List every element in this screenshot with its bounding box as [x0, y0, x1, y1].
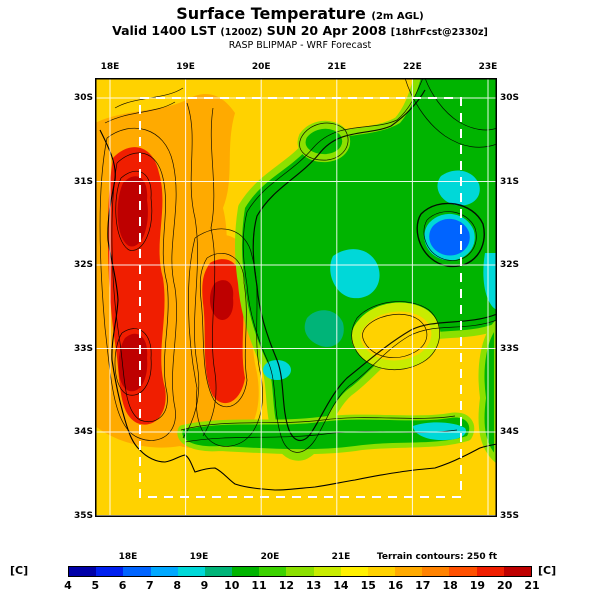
cyan-spot-south-center: [263, 360, 291, 380]
colorbar-unit-right: [C]: [538, 564, 557, 577]
lon-label-top: 20E: [251, 62, 271, 72]
valid-time: Valid 1400 LST: [112, 23, 217, 39]
colorbar-tick: 13: [305, 579, 322, 592]
header: Surface Temperature (2m AGL) Valid 1400 …: [0, 4, 600, 52]
colorbar-segment: [503, 567, 531, 576]
colorbar-tick: 8: [173, 579, 181, 592]
lat-label-left: 32S: [73, 260, 93, 270]
colorbar-tick: 7: [146, 579, 154, 592]
colorbar-segment: [286, 567, 314, 576]
colorbar-tick: 4: [64, 579, 72, 592]
lat-label-right: 31S: [500, 176, 520, 187]
green-region-right-edge: [478, 318, 497, 464]
plot-title: Surface Temperature: [176, 4, 366, 23]
dark-red-tongue-core: [210, 280, 234, 320]
colorbar-tick: 15: [360, 579, 376, 592]
lon-label-bottom: 20E: [260, 552, 280, 562]
title-line: Surface Temperature (2m AGL): [0, 4, 600, 23]
valid-forecast: [18hrFcst@2330z]: [390, 27, 488, 39]
cyan-strip-right-edge: [483, 253, 497, 310]
colorbar-segment: [259, 567, 287, 576]
lon-label-bottom: 21E: [331, 552, 351, 562]
valid-date: SUN 20 Apr 2008: [266, 23, 387, 39]
coastline: [99, 129, 497, 491]
lat-label-right: 32S: [500, 260, 520, 270]
colorbar-unit-left: [C]: [10, 564, 29, 577]
colorbar-tick: 14: [333, 579, 349, 592]
lat-label-left: 31S: [73, 176, 93, 187]
cyan-pocket-center: [330, 249, 380, 299]
map-border: [95, 78, 497, 517]
yellow-pocket: [351, 302, 441, 370]
temperature-map: [95, 78, 497, 517]
colorbar-segment: [177, 567, 205, 576]
colorbar-segment: [340, 567, 368, 576]
temperature-fill-regions: [95, 78, 497, 517]
green-region-south: [182, 417, 470, 450]
colorbar-tick: 12: [278, 579, 294, 592]
colorbar-tick: 18: [442, 579, 458, 592]
colorbar-segment: [395, 567, 423, 576]
lat-label-left: 30S: [73, 93, 93, 103]
lon-label-bottom: 18E: [118, 552, 138, 562]
colorbar-segment: [150, 567, 178, 576]
colorbar-tick: 17: [415, 579, 431, 592]
colorbar-tick: 10: [224, 579, 240, 592]
lat-label-right: 35S: [500, 510, 520, 521]
colorbar: [68, 566, 532, 577]
colorbar-segment: [313, 567, 341, 576]
model-domain-boundary: [139, 97, 462, 498]
colorbar-segment: [204, 567, 233, 576]
colorbar-segment: [449, 567, 477, 576]
green-patch-top: [297, 120, 351, 163]
colorbar-segment: [476, 567, 504, 576]
lat-label-right: 30S: [500, 93, 520, 103]
colorbar-tick: 11: [251, 579, 267, 592]
plot-title-suffix: (2m AGL): [371, 11, 424, 22]
lon-label-bottom: 19E: [189, 552, 209, 562]
colorbar-segment: [367, 567, 396, 576]
lon-label-top: 19E: [176, 62, 195, 72]
dark-red-core-1: [117, 176, 148, 247]
lat-label-right: 33S: [500, 343, 520, 354]
lon-label-top: 21E: [327, 62, 347, 72]
dark-red-core-2: [118, 333, 148, 392]
blue-core: [429, 218, 470, 256]
lon-label-top: 22E: [403, 62, 422, 72]
cyan-segment-south: [413, 422, 467, 441]
colorbar-segment: [232, 567, 260, 576]
terrain-note: Terrain contours: 250 ft: [376, 552, 497, 562]
colorbar-segment: [96, 567, 124, 576]
colorbar-tick: 16: [387, 579, 404, 592]
lon-label-top: 18E: [100, 62, 120, 72]
lat-label-right: 34S: [500, 427, 520, 437]
model-line: RASP BLIPMAP - WRF Forecast: [228, 40, 372, 52]
colorbar-tick: 9: [200, 579, 209, 592]
colorbar-segment: [69, 567, 97, 576]
lat-label-left: 35S: [73, 510, 93, 521]
colorbar-segment: [123, 567, 151, 576]
teal-accent-center: [304, 310, 344, 347]
colorbar-segment: [422, 567, 450, 576]
colorbar-tick: 6: [118, 579, 127, 592]
cyan-pocket-northeast: [437, 170, 480, 206]
lat-label-left: 34S: [73, 427, 93, 437]
lon-label-top: 23E: [478, 62, 498, 72]
valid-zulu: (1200Z): [220, 27, 263, 39]
colorbar-tick: 21: [524, 579, 540, 592]
colorbar-tick: 5: [91, 579, 100, 592]
lat-label-left: 33S: [73, 343, 93, 354]
colorbar-tick: 19: [469, 579, 486, 592]
valid-line: Valid 1400 LST (1200Z) SUN 20 Apr 2008 […: [0, 24, 600, 39]
colorbar-tick: 20: [497, 579, 513, 592]
